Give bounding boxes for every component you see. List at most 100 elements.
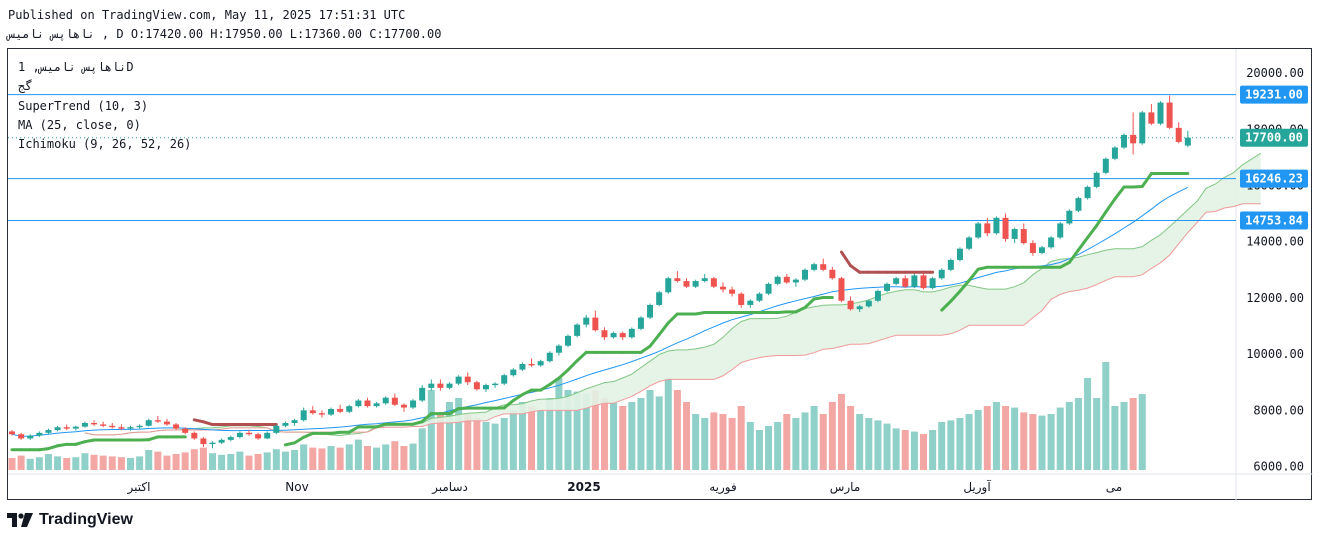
candle-body — [893, 278, 900, 284]
tradingview-logo[interactable]: TradingView — [7, 511, 133, 529]
candle-body — [182, 428, 189, 433]
volume-bar — [1102, 362, 1110, 470]
volume-bar — [1056, 407, 1064, 470]
candle-body — [519, 363, 526, 370]
time-tick-label: فوريه — [709, 480, 737, 495]
supertrend-segment — [37, 447, 50, 452]
supertrend-segment — [940, 299, 953, 312]
volume-bar — [446, 402, 454, 470]
candle-body — [437, 383, 444, 388]
supertrend-segment — [1131, 184, 1144, 189]
legend-ma[interactable]: MA (25, close, 0) — [18, 118, 141, 132]
candle-body — [1139, 112, 1146, 144]
candle-body — [692, 281, 699, 287]
supertrend-segment — [566, 359, 579, 372]
candle-body — [674, 278, 681, 282]
tradingview-logo-icon — [7, 513, 33, 527]
volume-bar — [628, 402, 636, 470]
supertrend-segment — [502, 398, 515, 410]
candle-body — [1121, 134, 1128, 148]
volume-bar — [181, 452, 189, 470]
candle-body — [665, 278, 672, 293]
price-tick-label: 10000.00 — [1246, 347, 1304, 361]
volume-bar — [245, 455, 253, 470]
candle-body — [1002, 217, 1009, 239]
candle-body — [218, 439, 225, 443]
supertrend-segment — [347, 425, 360, 434]
supertrend-segment — [812, 295, 825, 301]
candle-body — [966, 237, 973, 249]
supertrend-segment — [976, 265, 989, 271]
candle-body — [1084, 186, 1091, 199]
volume-bar — [892, 428, 900, 470]
candle-body — [464, 376, 471, 383]
legend-ichimoku[interactable]: Ichimoku (9, 26, 52, 26) — [18, 137, 192, 151]
volume-bar — [236, 451, 244, 470]
candle-body — [947, 259, 954, 270]
level-label: 16246.23 — [1245, 172, 1303, 186]
candle-body — [346, 406, 353, 412]
volume-bar — [455, 398, 463, 470]
candle-body — [1066, 210, 1073, 224]
supertrend-segment — [949, 289, 962, 303]
volume-bar — [856, 414, 864, 470]
candle-body — [747, 300, 754, 305]
candle-body — [473, 382, 480, 390]
candle-body — [118, 427, 125, 429]
candle-body — [282, 423, 289, 426]
volume-bar — [336, 447, 344, 470]
volume-bar — [619, 406, 627, 470]
supertrend-segment — [375, 422, 388, 429]
volume-bar — [947, 420, 955, 470]
volume-bar — [90, 454, 98, 470]
volume-bar — [382, 444, 390, 470]
volume-bar — [35, 457, 43, 470]
candle-body — [774, 276, 781, 284]
volume-bar — [199, 447, 207, 470]
chart-frame[interactable]: 20000.0018000.0016000.0014000.0012000.00… — [7, 48, 1313, 501]
candle-body — [1048, 237, 1055, 248]
level-badge — [1240, 211, 1308, 230]
supertrend-segment — [694, 311, 707, 316]
candle-body — [865, 300, 872, 307]
volume-bar — [291, 450, 299, 470]
candle-body — [710, 278, 717, 287]
volume-bar — [172, 454, 180, 470]
supertrend-segment — [1076, 236, 1090, 252]
candle-body — [264, 432, 271, 439]
candle-body — [619, 333, 626, 338]
volume-bar — [546, 398, 554, 470]
volume-bar — [136, 456, 144, 470]
volume-bar — [391, 441, 399, 470]
volume-bar — [591, 390, 599, 470]
publish-info: Published on TradingView.com, May 11, 20… — [8, 8, 406, 22]
volume-bar — [920, 434, 927, 470]
volume-bar — [1047, 414, 1055, 470]
candle-body — [802, 269, 809, 280]
candle-body — [856, 306, 863, 310]
candle-body — [628, 328, 635, 338]
supertrend-segment — [1086, 224, 1099, 240]
level-badge — [1240, 85, 1308, 104]
volume-bar — [345, 444, 353, 470]
volume-bar — [1002, 406, 1010, 470]
legend-supertrend[interactable]: SuperTrend (10, 3) — [18, 99, 149, 113]
tradingview-wordmark: TradingView — [39, 511, 133, 528]
volume-bar — [555, 378, 563, 470]
supertrend-segment — [839, 250, 853, 268]
candle-body — [1102, 158, 1109, 173]
candle-body — [902, 278, 909, 287]
volume-bar — [710, 412, 718, 470]
candle-body — [574, 324, 581, 336]
price-chart[interactable]: 20000.0018000.0016000.0014000.0012000.00… — [8, 49, 1313, 501]
candle-body — [765, 283, 772, 294]
candle-body — [200, 438, 207, 445]
volume-bar — [99, 455, 107, 470]
volume-bar — [1111, 406, 1119, 470]
volume-bar — [646, 390, 654, 470]
time-tick-label: اکتبر — [127, 480, 151, 495]
candle-body — [245, 432, 252, 435]
time-tick-label: Nov — [285, 480, 308, 494]
volume-bar — [929, 430, 937, 470]
candle-body — [738, 293, 745, 305]
